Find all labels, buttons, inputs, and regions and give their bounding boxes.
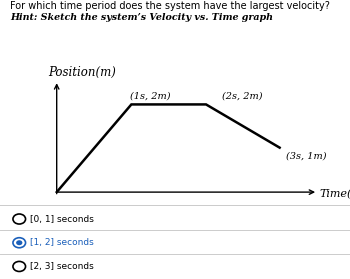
Text: [1, 2] seconds: [1, 2] seconds [30, 238, 93, 247]
Text: Hint: Sketch the system’s Velocity vs. Time graph: Hint: Sketch the system’s Velocity vs. T… [10, 13, 273, 21]
Text: (1s, 2m): (1s, 2m) [130, 91, 170, 100]
Text: [2, 3] seconds: [2, 3] seconds [30, 262, 93, 271]
Text: Time(s): Time(s) [320, 189, 350, 199]
Text: For which time period does the system have the largest velocity?: For which time period does the system ha… [10, 1, 330, 11]
Text: Position(m): Position(m) [48, 66, 116, 79]
Text: [0, 1] seconds: [0, 1] seconds [30, 215, 94, 223]
Text: (3s, 1m): (3s, 1m) [286, 151, 327, 160]
Text: (2s, 2m): (2s, 2m) [223, 91, 263, 100]
